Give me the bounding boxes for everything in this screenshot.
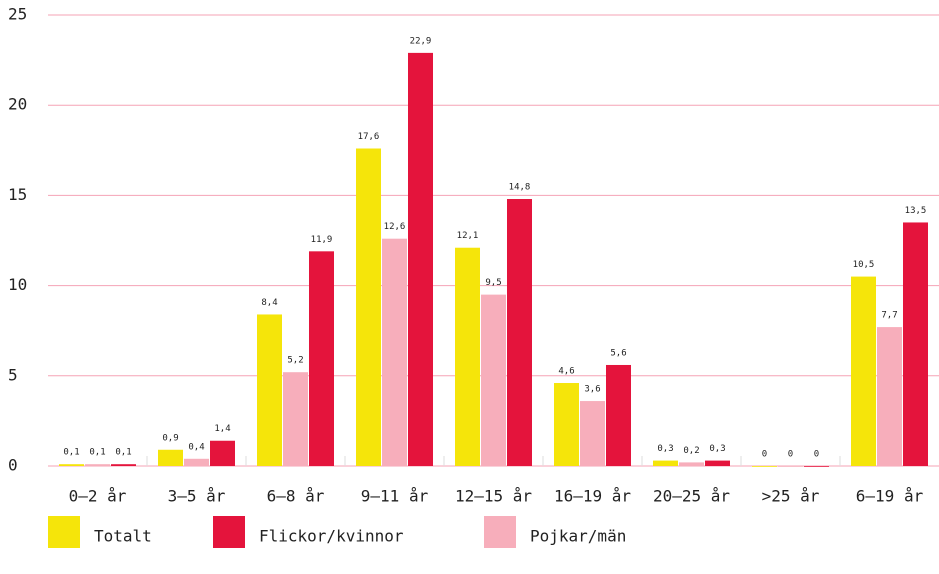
bar: [408, 52, 433, 466]
y-tick-label: 5: [8, 365, 18, 384]
value-label: 22,9: [410, 36, 432, 46]
bar: [481, 294, 506, 466]
x-tick-label: 6–19 år: [856, 487, 924, 506]
value-label: 14,8: [509, 183, 531, 193]
y-tick-label: 15: [8, 185, 27, 204]
bar: [257, 314, 282, 466]
bar: [455, 247, 480, 466]
bar: [85, 464, 110, 466]
x-tick-label: >25 år: [762, 487, 820, 506]
bar: [804, 466, 829, 467]
value-label: 7,7: [881, 311, 897, 321]
y-tick-label: 0: [8, 456, 18, 475]
value-label: 13,5: [905, 206, 927, 216]
value-label: 12,1: [457, 231, 479, 241]
x-tick-label: 3–5 år: [168, 487, 226, 506]
value-label: 11,9: [311, 235, 333, 245]
x-tick-label: 6–8 år: [267, 487, 325, 506]
value-label: 0,3: [709, 444, 725, 454]
value-label: 0,1: [63, 448, 79, 458]
bar: [653, 460, 678, 466]
value-label: 0,2: [683, 446, 699, 456]
value-label: 0,1: [115, 448, 131, 458]
legend-label: Pojkar/män: [530, 527, 626, 546]
bar: [580, 401, 605, 466]
value-label: 0,9: [162, 433, 178, 443]
bar: [309, 251, 334, 466]
legend-swatch: [48, 516, 80, 548]
bar: [356, 148, 381, 466]
bar: [158, 449, 183, 466]
value-label: 0,4: [188, 442, 204, 452]
legend-swatch: [484, 516, 516, 548]
value-label: 17,6: [358, 132, 380, 142]
y-tick-label: 25: [8, 5, 27, 24]
bar: [184, 458, 209, 466]
bar: [752, 466, 777, 467]
bar: [507, 199, 532, 466]
bar: [382, 238, 407, 466]
x-tick-label: 0–2 år: [69, 487, 127, 506]
bar: [877, 327, 902, 466]
x-tick-label: 16–19 år: [554, 487, 631, 506]
value-label: 0: [788, 450, 793, 460]
bar: [851, 276, 876, 466]
y-tick-label: 20: [8, 95, 27, 114]
value-label: 3,6: [584, 385, 600, 395]
bar: [283, 372, 308, 466]
value-label: 12,6: [384, 222, 406, 232]
bar: [554, 383, 579, 466]
bar: [903, 222, 928, 466]
value-label: 0: [814, 450, 819, 460]
x-tick-label: 12–15 år: [455, 487, 532, 506]
value-label: 0,1: [89, 448, 105, 458]
value-label: 0,3: [657, 444, 673, 454]
legend-swatch: [213, 516, 245, 548]
bar: [606, 364, 631, 466]
value-label: 5,2: [287, 356, 303, 366]
x-tick-label: 9–11 år: [361, 487, 429, 506]
x-tick-label: 20–25 år: [653, 487, 730, 506]
bar: [778, 466, 803, 467]
value-label: 5,6: [610, 348, 626, 358]
y-tick-label: 10: [8, 275, 27, 294]
value-label: 0: [762, 450, 767, 460]
value-label: 1,4: [214, 424, 230, 434]
bar: [59, 464, 84, 466]
value-label: 4,6: [558, 367, 574, 377]
legend-label: Flickor/kvinnor: [259, 527, 404, 546]
bar: [111, 464, 136, 466]
bar: [679, 462, 704, 466]
value-label: 8,4: [261, 298, 277, 308]
legend-label: Totalt: [94, 527, 152, 546]
bar: [210, 440, 235, 466]
value-label: 10,5: [853, 260, 875, 270]
bar: [705, 460, 730, 466]
value-label: 9,5: [485, 278, 501, 288]
